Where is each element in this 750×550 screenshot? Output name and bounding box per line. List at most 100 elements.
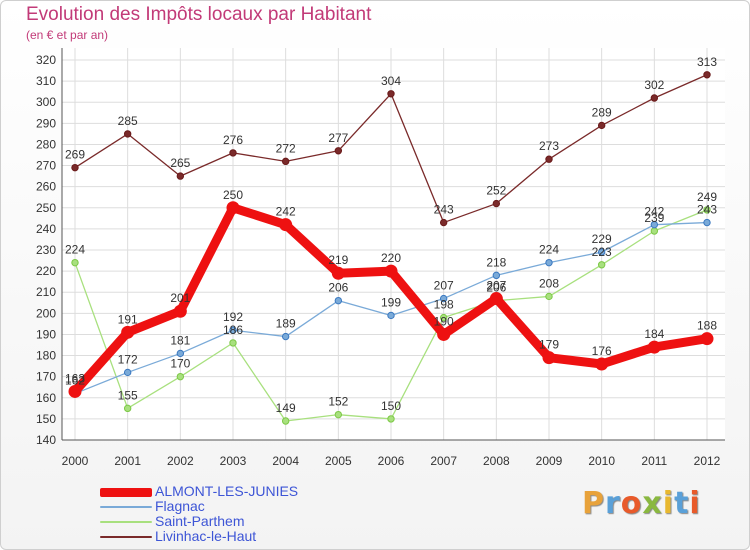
data-label: 239: [644, 211, 664, 225]
data-label: 208: [539, 276, 559, 290]
data-point: [387, 90, 395, 98]
data-point: [281, 332, 290, 341]
data-point: [173, 304, 187, 318]
data-label: 184: [644, 327, 664, 341]
data-point: [650, 94, 659, 102]
data-labels: 269 285 265 276 272 277 304 243 252 273 289 302 313 2…: [65, 55, 717, 415]
data-point: [595, 357, 609, 371]
y-tick-label: 310: [36, 74, 56, 88]
data-label: 224: [65, 243, 85, 257]
data-label: 199: [381, 295, 401, 309]
data-point: [439, 313, 448, 322]
data-label: 272: [276, 141, 296, 155]
data-label: 192: [223, 310, 243, 324]
data-point: [226, 201, 240, 215]
data-point: [387, 311, 395, 320]
data-point: [176, 349, 185, 358]
data-label: 276: [223, 133, 243, 147]
data-label: 265: [170, 156, 190, 170]
data-point: [492, 199, 501, 208]
x-tick-label: 2006: [378, 454, 405, 468]
x-tick-label: 2008: [483, 454, 510, 468]
data-label: 181: [170, 333, 190, 347]
x-tick-label: 2011: [641, 454, 667, 468]
y-tick-label: 240: [36, 222, 56, 236]
data-label: 190: [434, 314, 454, 328]
data-point: [71, 163, 79, 172]
chart-title: Evolution des Impôts locaux par Habitant: [26, 4, 372, 25]
x-tick-label: 2004: [272, 454, 299, 468]
data-label: 269: [65, 148, 85, 162]
data-label: 206: [328, 281, 348, 295]
data-label: 313: [697, 55, 717, 69]
data-point: [71, 258, 79, 267]
data-point: [334, 147, 343, 155]
data-point: [331, 266, 345, 280]
data-point: [439, 294, 448, 303]
logo-letter: o: [620, 486, 643, 521]
data-label: 172: [118, 352, 138, 366]
y-tick-label: 220: [36, 264, 56, 278]
series-lines: [68, 71, 714, 425]
data-point: [123, 130, 132, 138]
data-point: [281, 157, 290, 166]
logo-letter: r: [605, 486, 621, 521]
data-point: [439, 218, 448, 227]
data-point: [650, 227, 659, 235]
legend-swatch-saint-parthem: [100, 521, 152, 523]
data-label: 223: [592, 245, 612, 259]
y-tick-label: 180: [36, 349, 56, 363]
legend-label-saint-parthem: Saint-Parthem: [155, 513, 245, 529]
data-label: 198: [434, 298, 454, 312]
data-point: [68, 384, 82, 398]
data-label: 250: [223, 188, 243, 202]
data-label: 152: [328, 395, 348, 409]
data-label: 150: [381, 399, 401, 413]
data-point: [334, 410, 343, 419]
plot-area: [62, 48, 725, 440]
y-tick-label: 160: [36, 391, 56, 405]
data-point: [384, 264, 398, 278]
data-point: [489, 292, 503, 306]
y-tick-label: 190: [36, 327, 56, 341]
data-label: 186: [223, 323, 243, 337]
legend-swatch-livinhac: [100, 536, 152, 538]
data-label: 179: [539, 338, 559, 352]
data-point: [703, 218, 711, 227]
logo-letter: P: [582, 486, 605, 521]
data-label: 218: [486, 255, 506, 269]
legend-label-livinhac: Livinhac-le-Haut: [155, 528, 257, 544]
data-label: 243: [697, 203, 717, 217]
x-tick-label: 2001: [114, 454, 141, 468]
x-tick-label: 2002: [167, 454, 194, 468]
x-tick-label: 2000: [62, 454, 89, 468]
y-tick-label: 250: [36, 201, 56, 215]
data-label: 189: [276, 317, 296, 331]
y-tick-label: 150: [36, 412, 56, 426]
y-tick-label: 200: [36, 306, 56, 320]
data-point: [703, 71, 711, 79]
data-point: [597, 261, 606, 269]
data-point: [597, 248, 606, 256]
data-label: 206: [486, 281, 506, 295]
data-label: 242: [644, 205, 664, 219]
data-label: 170: [170, 357, 190, 371]
data-point: [229, 149, 237, 157]
x-tick-label: 2012: [694, 454, 721, 468]
data-label: 207: [486, 279, 506, 293]
y-tick-label: 140: [36, 433, 56, 447]
data-point: [123, 368, 132, 377]
logo-letter: i: [689, 486, 701, 521]
data-point: [229, 326, 237, 334]
x-tick-label: 2005: [325, 454, 352, 468]
data-point: [700, 332, 714, 346]
y-tick-label: 260: [36, 180, 56, 194]
data-point: [545, 292, 553, 301]
data-label: 273: [539, 139, 559, 153]
y-tick-label: 270: [36, 159, 56, 173]
logo-letter: t: [674, 486, 690, 521]
data-label: 252: [486, 184, 506, 198]
x-tick-label: 2007: [430, 454, 457, 468]
y-tick-label: 290: [36, 116, 56, 130]
